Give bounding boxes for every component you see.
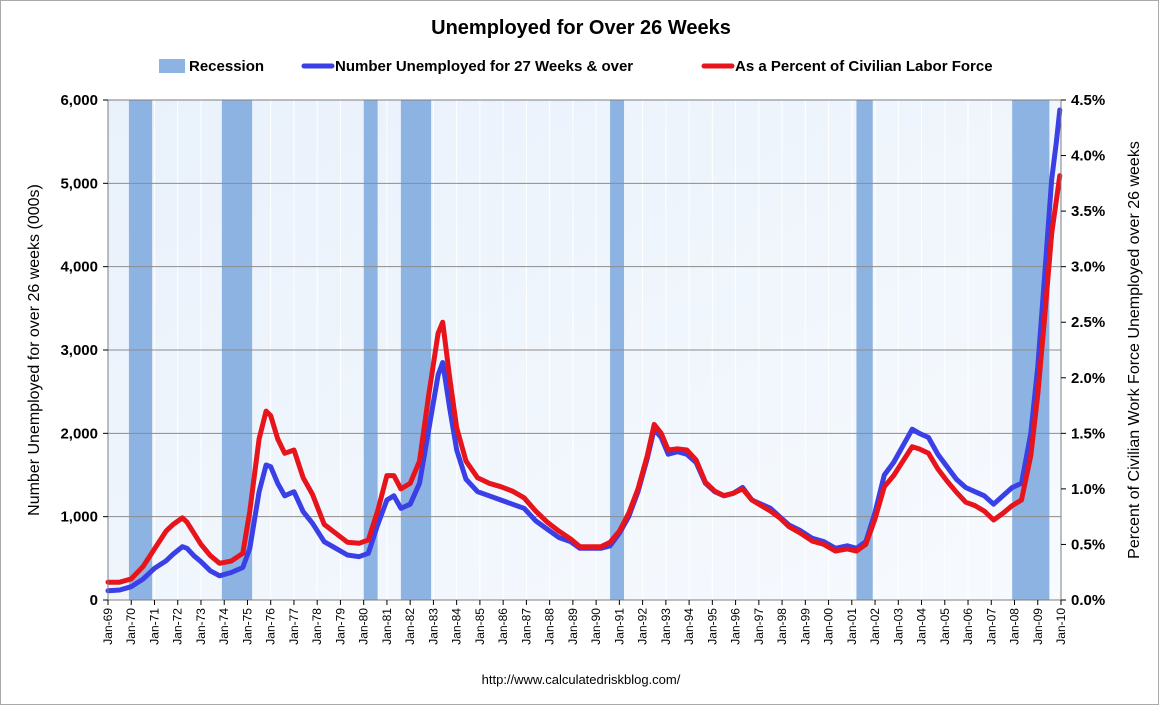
legend-label-number: Number Unemployed for 27 Weeks & over [335, 58, 633, 75]
x-tick-label: Jan-80 [357, 608, 371, 645]
source-url: http://www.calculatedriskblog.com/ [482, 672, 681, 687]
chart-title: Unemployed for Over 26 Weeks [431, 17, 731, 39]
x-tick-label: Jan-83 [426, 608, 440, 645]
y-right-tick-label: 4.0% [1071, 148, 1105, 165]
horizontal-gridlines [108, 182, 1061, 518]
y-left-tick-label: 0 [90, 592, 98, 609]
x-tick-label: Jan-96 [729, 608, 743, 645]
x-tick-label: Jan-01 [845, 608, 859, 645]
y-right-tick-label: 3.0% [1071, 259, 1105, 276]
series-lines [105, 107, 1063, 594]
x-axis-ticks: Jan-69 Jan-70 Jan-71 Jan-72 Jan-73 Jan-74 Jan-… [101, 600, 1068, 645]
x-tick-label: Jan-04 [915, 608, 929, 645]
x-tick-label: Jan-88 [543, 608, 557, 645]
y-left-tick-label: 1,000 [60, 509, 98, 526]
legend-label-recession: Recession [189, 58, 264, 75]
x-tick-label: Jan-77 [287, 608, 301, 645]
x-tick-label: Jan-69 [101, 608, 115, 645]
x-tick-label: Jan-95 [705, 608, 719, 645]
x-tick-label: Jan-07 [984, 608, 998, 645]
y-left-tick-label: 2,000 [60, 425, 98, 442]
x-tick-label: Jan-05 [938, 608, 952, 645]
y-left-tick-label: 4,000 [60, 259, 98, 276]
y-axis-right-label: Percent of Civilian Work Force Unemploye… [1126, 141, 1143, 559]
x-tick-label: Jan-09 [1031, 608, 1045, 645]
x-tick-label: Jan-99 [798, 608, 812, 645]
x-tick-label: Jan-73 [194, 608, 208, 645]
x-tick-label: Jan-84 [450, 608, 464, 645]
x-tick-label: Jan-03 [891, 608, 905, 645]
y-right-tick-label: 2.0% [1071, 370, 1105, 387]
x-tick-label: Jan-92 [636, 608, 650, 645]
y-right-tick-label: 4.5% [1071, 92, 1105, 109]
y-right-tick-label: 1.5% [1071, 425, 1105, 442]
x-tick-label: Jan-97 [752, 608, 766, 645]
legend-label-percent: As a Percent of Civilian Labor Force [735, 58, 993, 75]
x-tick-label: Jan-02 [868, 608, 882, 645]
legend-swatch-recession [159, 59, 185, 73]
y-right-tick-label: 2.5% [1071, 314, 1105, 331]
y-left-tick-label: 5,000 [60, 175, 98, 192]
y-axis-left-ticks: 0 1,000 2,000 3,000 4,000 5,000 6,000 [60, 92, 108, 609]
x-tick-label: Jan-08 [1008, 608, 1022, 645]
x-tick-label: Jan-82 [403, 608, 417, 645]
x-tick-label: Jan-06 [961, 608, 975, 645]
y-axis-right-ticks: 0.0% 0.5% 1.0% 1.5% 2.0% 2.5% 3.0% 3.5% 4.0% 4.5% [1061, 92, 1105, 609]
x-tick-label: Jan-71 [147, 608, 161, 645]
x-tick-label: Jan-79 [333, 608, 347, 645]
x-tick-label: Jan-74 [217, 608, 231, 645]
legend: Recession Number Unemployed for 27 Weeks… [159, 58, 993, 75]
x-tick-label: Jan-85 [473, 608, 487, 645]
x-tick-label: Jan-76 [264, 608, 278, 645]
y-right-tick-label: 0.0% [1071, 592, 1105, 609]
x-tick-label: Jan-90 [589, 608, 603, 645]
y-right-tick-label: 1.0% [1071, 481, 1105, 498]
x-tick-label: Jan-10 [1054, 608, 1068, 645]
y-axis-left-label: Number Unemployed for over 26 weeks (000… [26, 184, 43, 516]
y-right-tick-label: 0.5% [1071, 536, 1105, 553]
y-right-tick-label: 3.5% [1071, 203, 1105, 220]
x-tick-label: Jan-81 [380, 608, 394, 645]
x-tick-label: Jan-93 [659, 608, 673, 645]
x-tick-label: Jan-78 [310, 608, 324, 645]
x-tick-label: Jan-89 [566, 608, 580, 645]
x-tick-label: Jan-91 [612, 608, 626, 645]
x-tick-label: Jan-98 [775, 608, 789, 645]
y-left-tick-label: 6,000 [60, 92, 98, 109]
series-line-percent [105, 173, 1063, 585]
x-tick-label: Jan-70 [124, 608, 138, 645]
x-tick-label: Jan-94 [682, 608, 696, 645]
x-tick-label: Jan-00 [822, 608, 836, 645]
x-tick-label: Jan-75 [240, 608, 254, 645]
x-tick-label: Jan-87 [519, 608, 533, 645]
y-left-tick-label: 3,000 [60, 342, 98, 359]
x-tick-label: Jan-72 [171, 608, 185, 645]
x-tick-label: Jan-86 [496, 608, 510, 645]
